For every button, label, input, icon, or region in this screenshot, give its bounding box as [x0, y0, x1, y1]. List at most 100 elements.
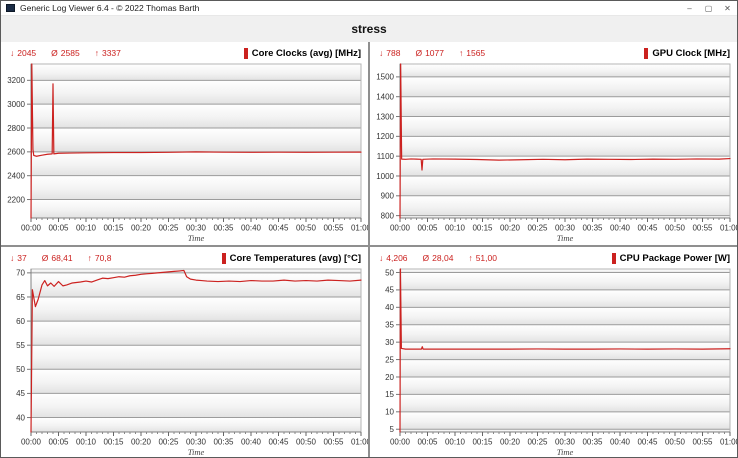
svg-text:00:10: 00:10: [76, 224, 97, 233]
min-value: 37: [17, 253, 27, 264]
chart-title: GPU Clock [MHz]: [644, 47, 730, 59]
min-value: 4,206: [386, 253, 408, 264]
chart-title: CPU Package Power [W]: [611, 252, 730, 264]
min-value: 788: [386, 48, 401, 58]
svg-text:2200: 2200: [7, 195, 25, 204]
svg-text:45: 45: [16, 390, 25, 399]
svg-text:00:40: 00:40: [241, 438, 262, 447]
stat-avg: Ø 28,04: [423, 253, 454, 263]
svg-text:00:35: 00:35: [213, 438, 234, 447]
chart-grid: ↓ 2045 Ø 2585 ↑ 3337 Core Clocks (avg) [MHz…: [1, 42, 737, 457]
svg-text:2600: 2600: [7, 148, 25, 157]
app-icon: [6, 4, 15, 12]
line-chart[interactable]: 40 45 50 55 60 65 70 00:00 00:05 00:10 00:15 00:20 0…: [1, 266, 368, 458]
svg-text:01:00: 01:00: [351, 224, 368, 233]
panel-header: ↓ 2045 Ø 2585 ↑ 3337 Core Clocks (avg) [MHz…: [1, 45, 368, 61]
titlebar[interactable]: Generic Log Viewer 6.4 - © 2022 Thomas B…: [1, 1, 737, 16]
svg-text:00:05: 00:05: [417, 224, 438, 233]
svg-text:00:45: 00:45: [637, 224, 658, 233]
series-color-marker: [644, 47, 649, 59]
svg-text:00:50: 00:50: [665, 438, 686, 447]
max-arrow-icon: ↑: [87, 253, 92, 264]
chart-title-text: GPU Clock [MHz]: [652, 47, 730, 59]
svg-text:60: 60: [16, 317, 25, 326]
minimize-button[interactable]: –: [687, 3, 692, 13]
stat-min: ↓ 4,206: [379, 253, 408, 263]
svg-text:00:45: 00:45: [268, 224, 289, 233]
line-chart[interactable]: 2200 2400 2600 2800 3000 3200 00:00 00:05 00:10 0…: [1, 61, 368, 245]
close-button[interactable]: ✕: [724, 3, 731, 13]
max-value: 1565: [466, 48, 486, 58]
min-arrow-icon: ↓: [10, 253, 15, 264]
svg-text:00:50: 00:50: [296, 224, 317, 233]
svg-text:1500: 1500: [376, 73, 394, 82]
svg-text:00:15: 00:15: [472, 224, 493, 233]
avg-value: 1077: [425, 48, 444, 58]
svg-text:00:05: 00:05: [48, 224, 69, 233]
stat-max: ↑ 51,00: [468, 253, 497, 263]
avg-symbol-icon: Ø: [415, 48, 423, 58]
svg-text:00:05: 00:05: [417, 438, 438, 447]
panel-header: ↓ 4,206 Ø 28,04 ↑ 51,00 CPU Package Power […: [370, 250, 737, 266]
svg-text:Time: Time: [557, 447, 574, 457]
svg-text:00:55: 00:55: [323, 438, 344, 447]
svg-text:00:20: 00:20: [500, 438, 521, 447]
svg-text:45: 45: [385, 286, 394, 295]
page-title: stress: [351, 22, 387, 36]
svg-text:20: 20: [385, 373, 394, 382]
svg-text:15: 15: [385, 391, 394, 400]
line-chart[interactable]: 800 900 1000 1100 1200 1300 1400 1500 00:00 00:05…: [370, 61, 737, 245]
chart-title: Core Clocks (avg) [MHz]: [243, 47, 361, 59]
svg-text:70: 70: [16, 269, 25, 278]
svg-text:00:35: 00:35: [213, 224, 234, 233]
svg-text:00:30: 00:30: [186, 224, 207, 233]
maximize-button[interactable]: ▢: [704, 3, 713, 13]
svg-text:00:15: 00:15: [103, 438, 124, 447]
avg-symbol-icon: Ø: [51, 48, 58, 58]
svg-text:1000: 1000: [376, 172, 394, 181]
svg-text:Time: Time: [188, 233, 205, 243]
svg-text:1300: 1300: [376, 112, 394, 121]
stats-row: ↓ 2045 Ø 2585 ↑ 3337: [10, 48, 121, 58]
svg-text:1400: 1400: [376, 93, 394, 102]
svg-text:00:55: 00:55: [692, 224, 713, 233]
chart-area: 40 45 50 55 60 65 70 00:00 00:05 00:10 00:15 00:20 0…: [1, 266, 368, 458]
window-title: Generic Log Viewer 6.4 - © 2022 Thomas B…: [20, 3, 200, 13]
svg-text:00:50: 00:50: [296, 438, 317, 447]
stat-max: ↑ 3337: [95, 48, 121, 58]
svg-text:50: 50: [16, 365, 25, 374]
min-arrow-icon: ↓: [379, 48, 384, 58]
svg-text:00:10: 00:10: [76, 438, 97, 447]
svg-text:2800: 2800: [7, 124, 25, 133]
avg-value: 68,41: [51, 253, 73, 264]
panel-core-temperatures: ↓ 37 Ø 68,41 ↑ 70,8 Core Temperatures (avg)…: [1, 247, 368, 458]
svg-text:00:20: 00:20: [131, 224, 152, 233]
min-arrow-icon: ↓: [10, 48, 15, 58]
svg-text:1100: 1100: [377, 152, 395, 161]
svg-text:01:00: 01:00: [720, 438, 737, 447]
svg-text:00:40: 00:40: [610, 438, 631, 447]
chart-area: 2200 2400 2600 2800 3000 3200 00:00 00:05 00:10 0…: [1, 61, 368, 245]
svg-text:00:15: 00:15: [472, 438, 493, 447]
svg-text:10: 10: [385, 408, 394, 417]
svg-text:00:30: 00:30: [186, 438, 207, 447]
svg-text:00:50: 00:50: [665, 224, 686, 233]
stats-row: ↓ 37 Ø 68,41 ↑ 70,8: [10, 253, 111, 263]
max-arrow-icon: ↑: [468, 253, 473, 264]
svg-text:00:10: 00:10: [445, 224, 466, 233]
svg-text:00:05: 00:05: [48, 438, 69, 447]
max-arrow-icon: ↑: [94, 48, 99, 58]
chart-title-text: Core Clocks (avg) [MHz]: [251, 47, 361, 59]
line-chart[interactable]: 5 10 15 20 25 30 35 40 45 50 00:00 00:05 00:10 00:15 0…: [370, 266, 737, 458]
stat-max: ↑ 1565: [459, 48, 485, 58]
stats-row: ↓ 4,206 Ø 28,04 ↑ 51,00: [379, 253, 497, 263]
svg-text:00:35: 00:35: [582, 438, 603, 447]
svg-text:5: 5: [390, 425, 395, 434]
svg-text:00:25: 00:25: [158, 438, 179, 447]
svg-text:00:20: 00:20: [500, 224, 521, 233]
svg-text:00:35: 00:35: [582, 224, 603, 233]
svg-text:3000: 3000: [7, 100, 25, 109]
svg-text:00:45: 00:45: [268, 438, 289, 447]
max-value: 3337: [101, 48, 121, 58]
chart-area: 5 10 15 20 25 30 35 40 45 50 00:00 00:05 00:10 00:15 0…: [370, 266, 737, 458]
